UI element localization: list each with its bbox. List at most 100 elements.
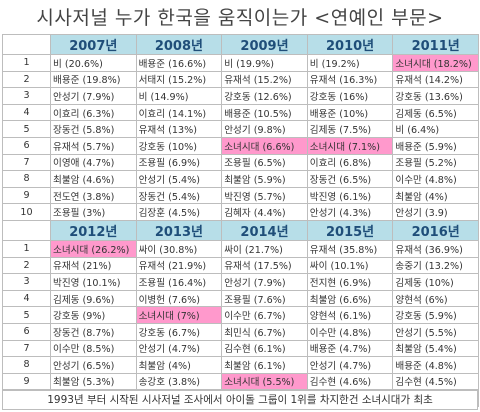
rank-cell: 6	[2, 136, 51, 155]
ranking-cell: 배용준 (10%)	[306, 103, 394, 122]
ranking-cell: 이수만 (4.8%)	[306, 322, 394, 341]
ranking-cell: 싸이 (30.8%)	[135, 239, 223, 258]
ranking-cell: 최불암 (4%)	[135, 356, 223, 374]
ranking-cell: 조용필 (6.5%)	[221, 153, 308, 172]
table-row: 4 이효리 (6.3%) 이효리 (14.1%) 배용준 (10.5%) 배용준 (10…	[2, 103, 479, 122]
table-row: 8 최불암 (4.6%) 안성기 (5.4%) 최불암 (5.9%) 장동건 (6.5%…	[2, 170, 479, 188]
year-header: 2009년	[221, 34, 308, 55]
ranking-cell: 조용필 (16.4%)	[135, 273, 223, 291]
year-header: 2010년	[306, 34, 394, 55]
ranking-cell: 김제동 (9.6%)	[50, 289, 137, 308]
rank-cell: 3	[2, 273, 51, 291]
rank-cell: 8	[2, 356, 51, 374]
rank-cell: 4	[2, 103, 51, 122]
ranking-cell: 배용준 (4.8%)	[392, 356, 479, 374]
ranking-cell: 유재석 (21.9%)	[135, 256, 223, 275]
table-row: 5 강호동 (9%) 소녀시대 (7%) 이수만 (6.7%) 양현석 (6.1%) 강호…	[2, 306, 479, 324]
ranking-cell: 장동건 (8.7%)	[50, 322, 137, 341]
rank-cell: 2	[2, 256, 51, 275]
ranking-cell: 유재석 (14.2%)	[392, 70, 479, 89]
ranking-cell: 소녀시대 (26.2%)	[50, 239, 137, 258]
ranking-cell: 이효리 (6.8%)	[306, 153, 394, 172]
ranking-cell: 조용필 (5.2%)	[392, 153, 479, 172]
ranking-cell: 유재석 (21%)	[50, 256, 137, 275]
table-row: 4 김제동 (9.6%) 이병헌 (7.6%) 조용필 (7.6%) 최불암 (6.6%…	[2, 289, 479, 308]
ranking-cell: 김혜자 (4.4%)	[221, 203, 308, 221]
table-row: 7 이영애 (4.7%) 조용필 (6.9%) 조용필 (6.5%) 이효리 (6.8%…	[2, 153, 479, 172]
ranking-cell: 강호동 (6.7%)	[135, 322, 223, 341]
ranking-cell: 강호동 (16%)	[306, 87, 394, 105]
footer-note: 1993년 부터 시작된 시사저널 조사에서 아이돌 그룹이 1위를 차지한건 …	[2, 390, 478, 410]
ranking-cell: 김수현 (4.5%)	[392, 372, 479, 391]
rank-cell: 8	[2, 170, 51, 188]
ranking-cell: 이효리 (6.3%)	[50, 103, 137, 122]
table-row: 8 안성기 (6.5%) 최불암 (4%) 최불암 (6.1%) 안성기 (4.7%) 배…	[2, 356, 479, 374]
ranking-cell: 이수만 (4.8%)	[392, 170, 479, 188]
rank-cell: 3	[2, 87, 51, 105]
ranking-cell: 강호동 (10%)	[135, 136, 223, 155]
rank-cell: 9	[2, 186, 51, 205]
ranking-cell: 유재석 (36.9%)	[392, 239, 479, 258]
ranking-cell: 김제동 (7.5%)	[306, 120, 394, 138]
ranking-cell: 강호동 (9%)	[50, 306, 137, 324]
table-row: 1 소녀시대 (26.2%) 싸이 (30.8%) 싸이 (21.7%) 유재석 (35…	[2, 239, 479, 258]
ranking-cell: 최불암 (5.9%)	[221, 170, 308, 188]
table-row: 3 안성기 (7.9%) 비 (14.9%) 강호동 (12.6%) 강호동 (16%)…	[2, 87, 479, 105]
ranking-cell: 조용필 (3%)	[50, 203, 137, 221]
year-header-row: 2007년 2008년 2009년 2010년 2011년	[2, 34, 479, 55]
ranking-cell: 김제동 (6.5%)	[392, 103, 479, 122]
ranking-cell: 양현석 (6%)	[392, 289, 479, 308]
ranking-cell: 최불암 (4.6%)	[50, 170, 137, 188]
ranking-cell: 유재석 (35.8%)	[306, 239, 394, 258]
ranking-cell: 안성기 (6.5%)	[50, 356, 137, 374]
ranking-cell: 김수현 (6.1%)	[221, 339, 308, 358]
ranking-cell: 조용필 (7.6%)	[221, 289, 308, 308]
rank-cell: 5	[2, 120, 51, 138]
rank-cell: 7	[2, 339, 51, 358]
ranking-cell: 안성기 (5.4%)	[135, 170, 223, 188]
ranking-cell: 안성기 (4.3%)	[306, 203, 394, 221]
ranking-cell: 강호동 (12.6%)	[221, 87, 308, 105]
header-corner	[2, 34, 51, 55]
ranking-cell: 소녀시대 (7%)	[135, 306, 223, 324]
table-row: 3 박진영 (10.1%) 조용필 (16.4%) 안성기 (7.9%) 전지현 (6.…	[2, 273, 479, 291]
ranking-cell: 장동건 (5.4%)	[135, 186, 223, 205]
ranking-cell: 비 (19.2%)	[306, 54, 394, 72]
ranking-cell: 전도연 (3.8%)	[50, 186, 137, 205]
ranking-cell: 장동건 (6.5%)	[306, 170, 394, 188]
ranking-cell: 최불암 (6.6%)	[306, 289, 394, 308]
ranking-cell: 유재석 (13%)	[135, 120, 223, 138]
ranking-cell: 이수만 (8.5%)	[50, 339, 137, 358]
ranking-cell: 비 (6.4%)	[392, 120, 479, 138]
table-row: 2 배용준 (19.8%) 서태지 (15.2%) 유재석 (15.2%) 유재석 (1…	[2, 70, 479, 89]
table-row: 7 이수만 (8.5%) 안성기 (4.7%) 김수현 (6.1%) 배용준 (4.7%…	[2, 339, 479, 358]
table-row: 2 유재석 (21%) 유재석 (21.9%) 유재석 (17.5%) 싸이 (10.1…	[2, 256, 479, 275]
ranking-cell: 전지현 (6.9%)	[306, 273, 394, 291]
ranking-cell: 배용준 (16.6%)	[135, 54, 223, 72]
ranking-cell: 조용필 (6.9%)	[135, 153, 223, 172]
ranking-cell: 최불암 (5.3%)	[50, 372, 137, 391]
ranking-cell: 송중기 (13.2%)	[392, 256, 479, 275]
year-header: 2013년	[135, 219, 223, 241]
ranking-cell: 안성기 (4.7%)	[306, 356, 394, 374]
rank-cell: 1	[2, 54, 51, 72]
ranking-cell: 박진영 (5.7%)	[221, 186, 308, 205]
ranking-cell: 소녀시대 (5.5%)	[221, 372, 308, 391]
ranking-cell: 이병헌 (7.6%)	[135, 289, 223, 308]
year-header: 2012년	[50, 219, 137, 241]
table-row: 6 유재석 (5.7%) 강호동 (10%) 소녀시대 (6.6%) 소녀시대 (7.1…	[2, 136, 479, 155]
ranking-cell: 소녀시대 (18.2%)	[392, 54, 479, 72]
ranking-cell: 이효리 (14.1%)	[135, 103, 223, 122]
ranking-cell: 김장훈 (4.5%)	[135, 203, 223, 221]
ranking-cell: 김수현 (4.6%)	[306, 372, 394, 391]
ranking-cell: 유재석 (5.7%)	[50, 136, 137, 155]
ranking-cell: 안성기 (5.5%)	[392, 322, 479, 341]
table-row: 10 조용필 (3%) 김장훈 (4.5%) 김혜자 (4.4%) 안성기 (4.3%)…	[2, 203, 479, 221]
rank-cell: 9	[2, 372, 51, 391]
ranking-cell: 안성기 (7.9%)	[50, 87, 137, 105]
ranking-cell: 안성기 (9.8%)	[221, 120, 308, 138]
rank-cell: 6	[2, 322, 51, 341]
rank-cell: 7	[2, 153, 51, 172]
